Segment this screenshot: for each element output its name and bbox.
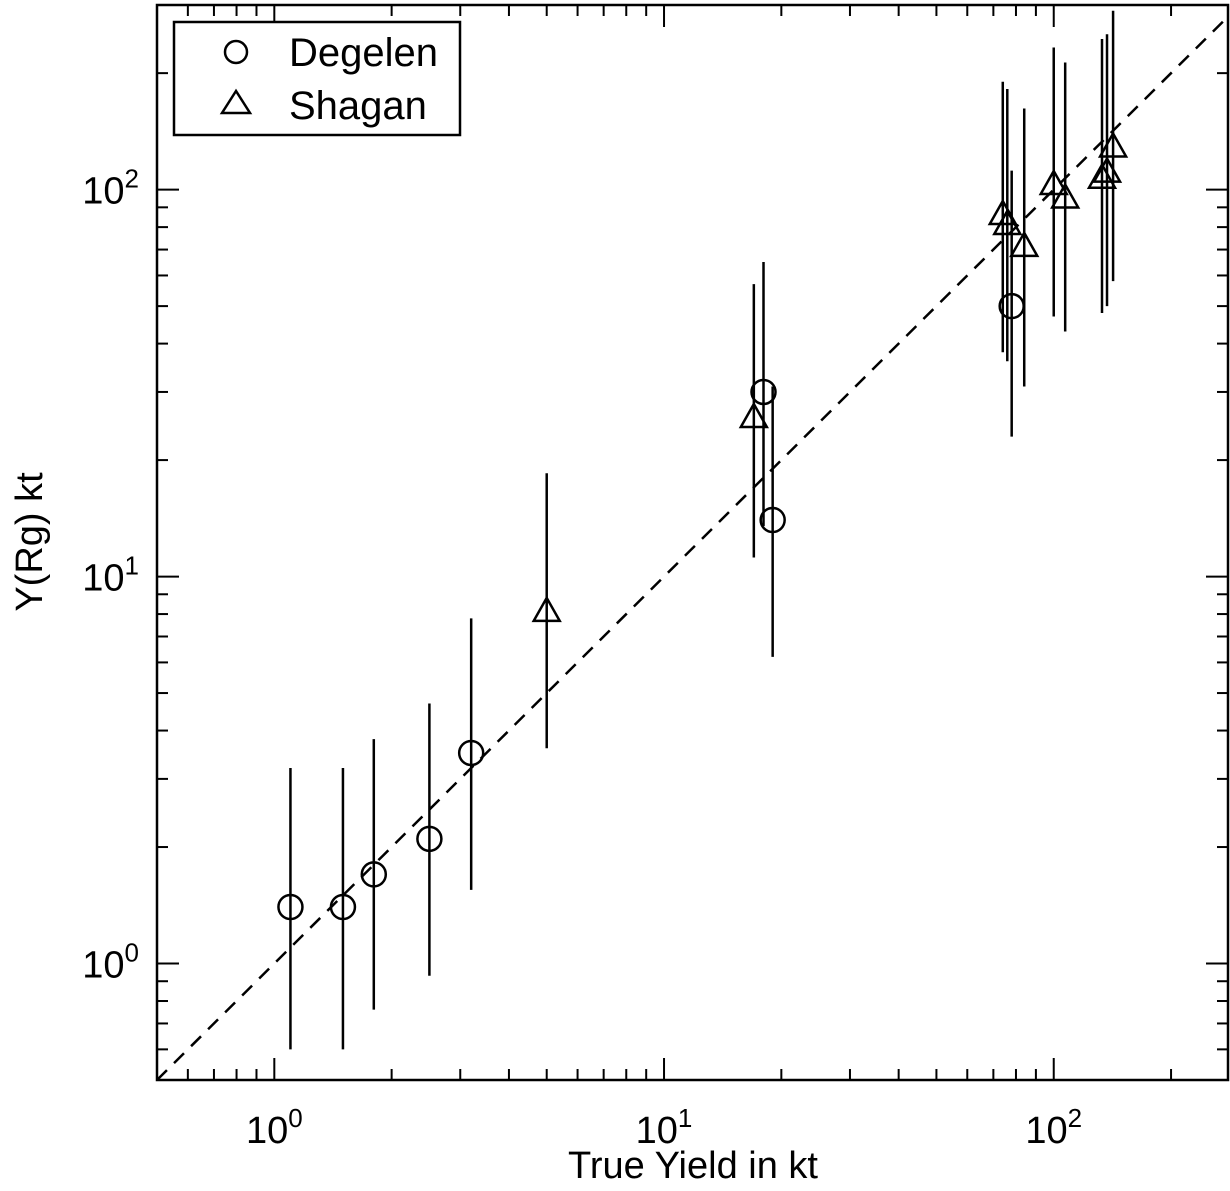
degelen-point-0: [277, 893, 304, 921]
shagan-point-3: [992, 208, 1023, 236]
x-tick-label-0: 100: [246, 1103, 303, 1152]
legend-box: [172, 20, 462, 137]
degelen-point-7: [998, 292, 1025, 320]
legend-circle-marker-icon: [223, 39, 249, 65]
degelen-point-6: [759, 506, 786, 534]
reference-line-y-equals-x: [156, 15, 1229, 1081]
degelen-point-1: [329, 893, 357, 921]
y-tick-label-2: 102: [82, 164, 139, 213]
x-axis-label: True Yield in kt: [568, 1145, 818, 1187]
error-bar-layer: [289, 10, 1115, 1050]
degelen-point-4: [457, 739, 485, 767]
tick-label-layer: 100 101 102 100 101 102: [82, 164, 1082, 1152]
x-tick-label-1: 101: [636, 1103, 693, 1152]
tick-marks: [156, 4, 1228, 1081]
x-tick-label-2: 102: [1025, 1103, 1082, 1152]
y-tick-label-0: 100: [82, 938, 139, 987]
degelen-point-2: [360, 861, 388, 888]
marker-layer: [277, 130, 1129, 921]
legend-label-shagan: Shagan: [289, 84, 427, 128]
shagan-point-8: [1091, 156, 1123, 183]
shagan-point-0: [531, 595, 562, 623]
legend-triangle-marker-icon: [219, 88, 253, 115]
plot-frame: [155, 3, 1230, 1082]
legend: Degelen Shagan: [172, 20, 462, 137]
degelen-point-3: [416, 825, 443, 853]
shagan-point-7: [1086, 162, 1118, 189]
shagan-point-1: [738, 401, 769, 429]
y-tick-label-1: 101: [82, 551, 139, 600]
degelen-point-5: [750, 378, 777, 406]
shagan-point-6: [1050, 181, 1081, 209]
legend-label-degelen: Degelen: [289, 31, 438, 75]
shagan-point-9: [1097, 130, 1129, 158]
shagan-point-5: [1038, 168, 1069, 196]
y-axis-label: Y(Rg) kt: [9, 472, 51, 612]
shagan-point-4: [1009, 230, 1040, 258]
reference-line-layer: [156, 15, 1229, 1081]
